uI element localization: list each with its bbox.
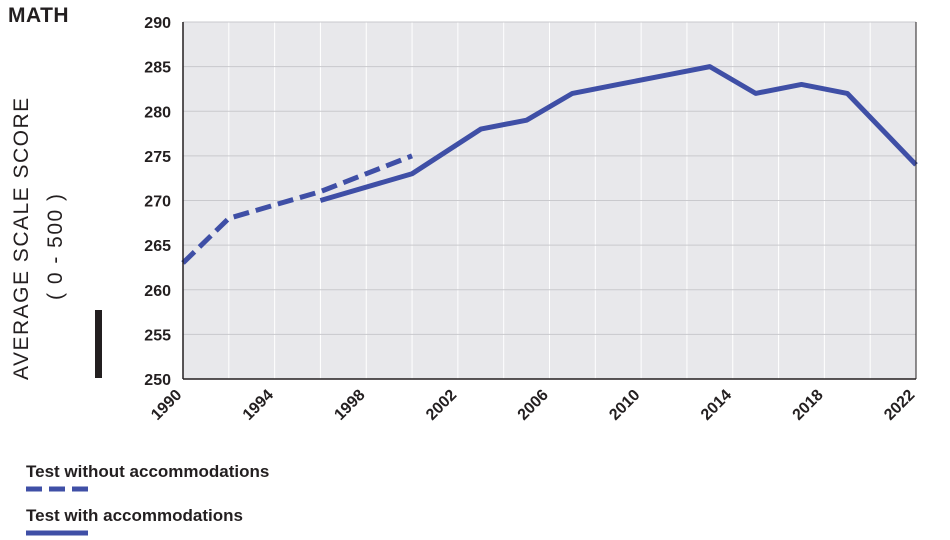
page-title: MATH (8, 4, 70, 27)
x-tick-label: 2010 (606, 387, 643, 424)
y-tick-label: 270 (144, 194, 171, 211)
y-tick-label: 290 (144, 15, 171, 32)
legend-item-without-accommodations: Test without accommodations (26, 462, 269, 482)
y-axis-break-marker (95, 310, 102, 378)
x-tick-label: 1998 (331, 387, 368, 424)
y-tick-label: 255 (144, 327, 171, 344)
x-tick-label: 1990 (148, 387, 185, 424)
x-tick-label: 1994 (240, 387, 277, 424)
x-axis-ticks: 1990 1994 1998 2002 2006 2010 2014 2018 2022 (148, 387, 918, 424)
legend-item-with-accommodations: Test with accommodations (26, 506, 243, 526)
x-tick-label: 2022 (881, 387, 918, 424)
axes (182, 22, 917, 380)
x-tick-label: 2018 (790, 387, 827, 424)
x-tick-label: 2014 (698, 387, 735, 424)
y-tick-label: 280 (144, 104, 171, 121)
series-line-with-accommodations (319, 64, 918, 203)
legend-label-with-accommodations: Test with accommodations (26, 506, 243, 525)
legend-swatch-solid (26, 530, 88, 536)
x-tick-label: 2002 (423, 387, 460, 424)
y-tick-label: 250 (144, 372, 171, 389)
y-axis-ticks: 250 255 260 265 270 275 280 285 290 (144, 15, 171, 389)
y-tick-label: 260 (144, 283, 171, 300)
x-tick-label: 2006 (515, 387, 552, 424)
y-tick-label: 285 (144, 60, 171, 77)
y-tick-label: 265 (144, 238, 171, 255)
legend-label-without-accommodations: Test without accommodations (26, 462, 270, 481)
series-lines (181, 64, 918, 265)
legend-swatch-dashed (26, 486, 88, 492)
series-line-without-accommodations (181, 153, 413, 265)
y-tick-label: 275 (144, 149, 171, 166)
